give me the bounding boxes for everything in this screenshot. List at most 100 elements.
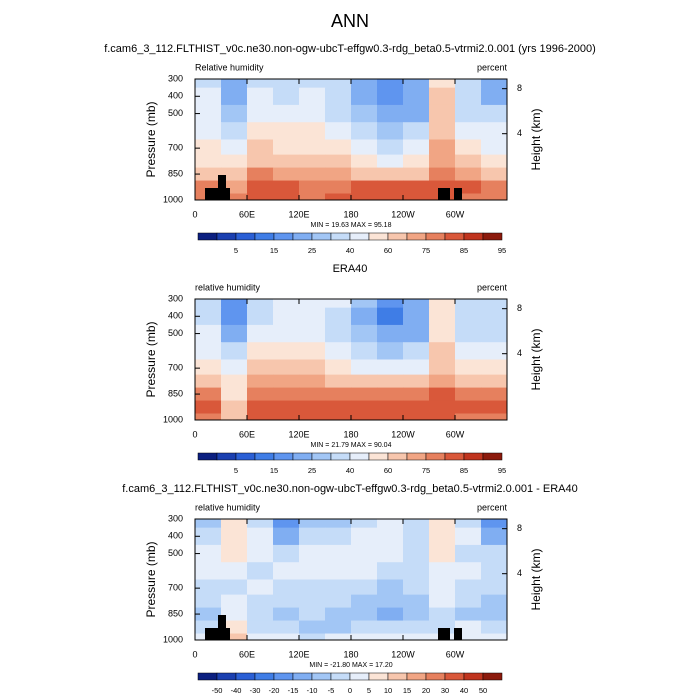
colorbar-label: 40 [460,686,468,695]
heatmap-cell [403,594,430,609]
heatmap-cell [221,594,248,609]
heatmap-cell [351,87,378,106]
heatmap-cell [273,579,300,596]
colorbar-box [235,232,256,241]
heatmap-cell [273,87,300,106]
heatmap-cell [195,413,222,421]
heatmap-cell [247,167,274,182]
heatmap-cell [455,104,482,123]
x-tick-label: 120E [288,209,309,219]
heatmap-cell [299,579,326,596]
heatmap-cell [481,374,508,389]
y-tick-label: 400 [168,531,183,541]
heatmap-cell [247,359,274,376]
heatmap-cell [247,400,274,415]
heatmap-cell [221,167,248,182]
heatmap-cell [429,579,456,596]
heatmap-cell [455,79,482,89]
heatmap-cell [221,324,248,343]
heatmap-cell [273,299,300,309]
right-string: percent [477,62,508,72]
heatmap-cell [325,79,352,89]
colorbar-label: 10 [384,686,392,695]
heatmap-cell [221,562,248,580]
heatmap-cell [481,544,508,563]
heatmap-cell [481,519,508,529]
heatmap-cell [221,607,248,622]
colorbar-box [311,452,332,461]
y2-axis-label: Height (km) [529,548,543,610]
heatmap-cell [377,579,404,596]
x-tick-label: 60W [446,429,465,439]
colorbar-box [463,452,484,461]
heatmap-cell [325,519,352,529]
colorbar-box [463,672,484,681]
heatmap-cell [299,104,326,123]
y-axis-label: Pressure (mb) [144,541,158,617]
heatmap-cell [403,413,430,421]
heatmap-cell [377,620,404,635]
heatmap-cell [403,400,430,415]
x-tick-label: 120W [391,649,415,659]
heatmap-cell [325,104,352,123]
colorbar-box [349,232,370,241]
heatmap-cell [455,527,482,546]
y-tick-label: 700 [168,143,183,153]
left-string: relative humidity [195,502,261,512]
colorbar-box [444,672,465,681]
heatmap-cell [247,519,274,529]
colorbar-label: -20 [269,686,280,695]
heatmap-cell [429,79,456,89]
heatmap-cell [377,374,404,389]
heatmap-cell [429,594,456,609]
right-string: percent [477,282,508,292]
x-tick-label: 0 [192,209,197,219]
heatmap-cell [325,139,352,156]
y-tick-label: 850 [168,608,183,618]
heatmap-cell [273,387,300,402]
heatmap-cell [377,633,404,641]
heatmap-cell [247,620,274,635]
colorbar-box [254,672,275,681]
y2-tick-label: 4 [517,128,522,138]
y2-tick-label: 8 [517,83,522,93]
heatmap-cell [273,324,300,343]
heatmap-cell [377,307,404,326]
colorbar-box [482,452,503,461]
x-tick-label: 180 [343,209,358,219]
right-string: percent [477,502,508,512]
y-tick-label: 500 [168,108,183,118]
heatmap-cell [481,299,508,309]
heatmap-cell [325,387,352,402]
x-tick-label: 120W [391,429,415,439]
heatmap-cell [455,374,482,389]
colorbar-box [349,452,370,461]
heatmap-cell [377,104,404,123]
heatmap-cell [221,413,248,421]
heatmap-cell [195,519,222,529]
colorbar-box [368,672,389,681]
heatmap-cell [351,620,378,635]
heatmap-cell [377,594,404,609]
heatmap-cell [273,79,300,89]
topography-block [205,188,230,200]
colorbar-label: -30 [250,686,261,695]
heatmap-cell [221,193,248,201]
heatmap-cell [403,79,430,89]
heatmap-cell [481,193,508,201]
colorbar-label: 5 [234,246,238,255]
colorbar-box [235,452,256,461]
heatmap-cell [455,562,482,580]
x-tick-label: 60E [239,649,255,659]
heatmap-cell [221,544,248,563]
y-axis-label: Pressure (mb) [144,101,158,177]
heatmap-cell [273,154,300,169]
heatmap-cell [351,607,378,622]
heatmap-cell [429,413,456,421]
heatmap-cell [273,620,300,635]
colorbar-label: 75 [422,246,430,255]
heatmap-cell [273,519,300,529]
colorbar-box [197,452,218,461]
